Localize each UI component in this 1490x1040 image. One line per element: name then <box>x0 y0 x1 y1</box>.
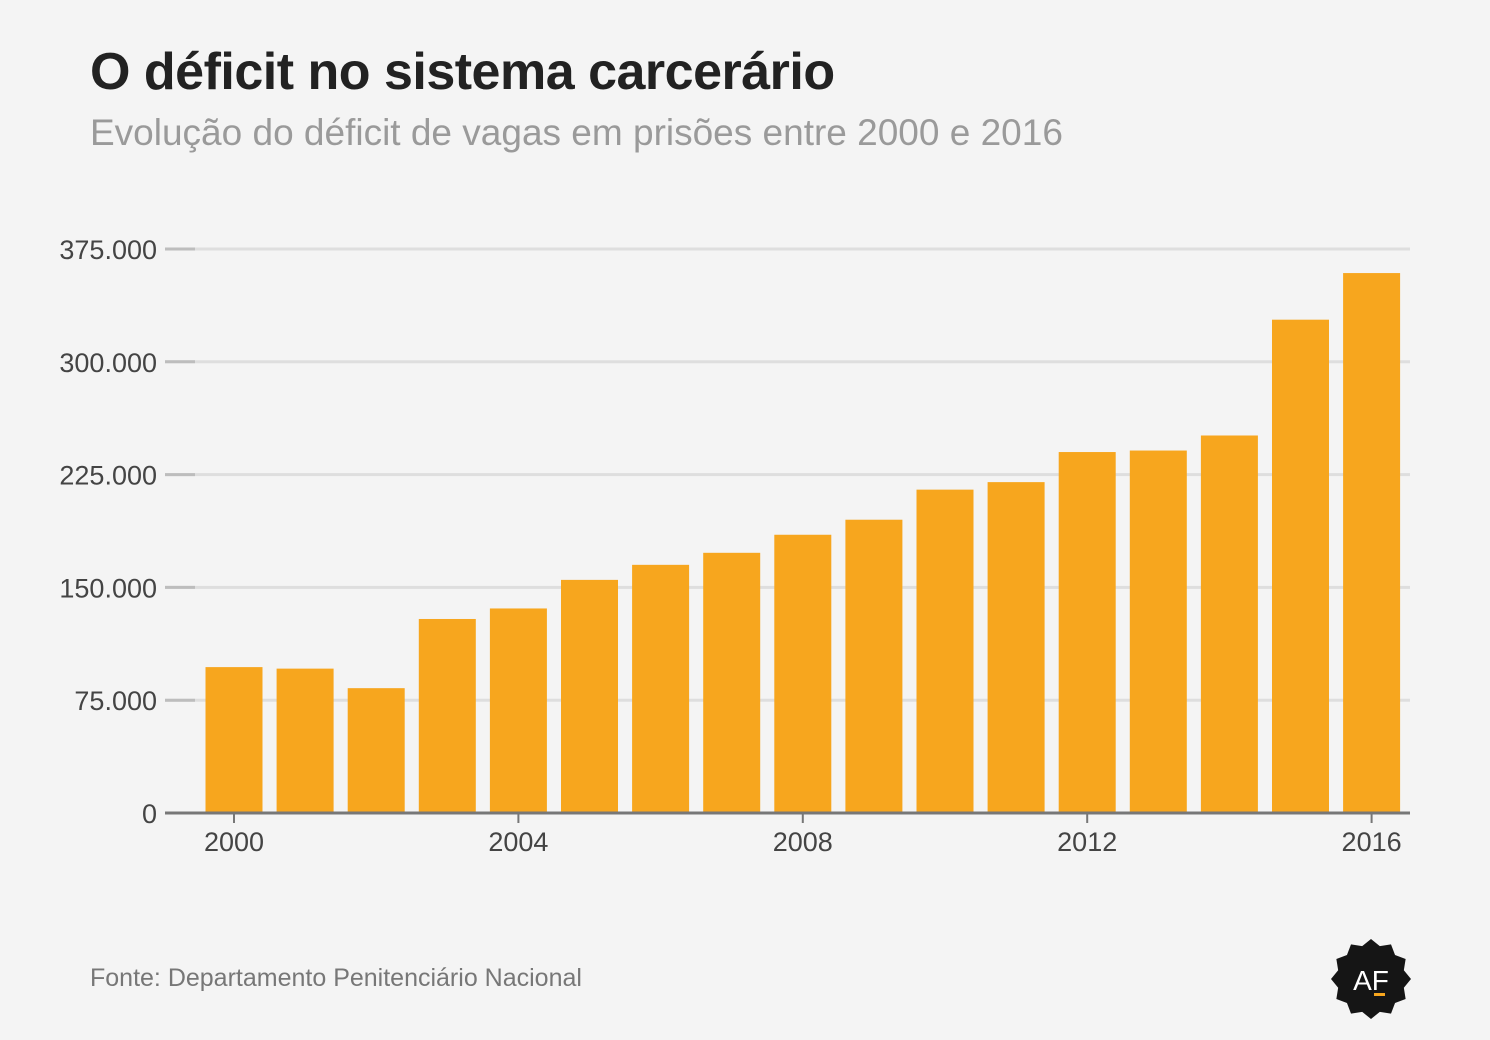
y-tick-label: 150.000 <box>59 573 157 603</box>
bar-2001 <box>276 668 334 813</box>
bar-2002 <box>347 688 405 813</box>
bar-2003 <box>418 618 476 813</box>
x-tick-label: 2008 <box>773 827 833 857</box>
bar-2004 <box>489 608 547 813</box>
y-tick-label: 0 <box>142 799 157 829</box>
bar-2012 <box>1058 452 1116 813</box>
bar-2005 <box>561 579 618 813</box>
bar-2007 <box>703 552 761 813</box>
bar-chart: 0 75.000 150.000 225.000 300.000 375.000 2000 2… <box>59 235 1410 857</box>
y-tick-label: 300.000 <box>59 348 157 378</box>
bar-2010 <box>916 489 974 813</box>
bar-2009 <box>845 519 903 813</box>
source-note: Fonte: Departamento Penitenciário Nacion… <box>90 964 582 992</box>
bar-2008 <box>774 534 832 813</box>
bar-2016 <box>1343 273 1401 814</box>
af-seal-logo: AF <box>1331 939 1411 1019</box>
bar-2006 <box>632 564 690 813</box>
x-tick-label: 2000 <box>204 827 264 857</box>
bar-2011 <box>987 482 1045 813</box>
x-tick-label: 2012 <box>1057 827 1117 857</box>
chart-subtitle: Evolução do déficit de vagas em prisões … <box>90 112 1063 153</box>
svg-text:AF: AF <box>1353 965 1389 996</box>
chart-title: O déficit no sistema carcerário <box>90 43 835 101</box>
x-tick-label: 2004 <box>488 827 548 857</box>
bar-2014 <box>1200 435 1258 813</box>
axes: 0 75.000 150.000 225.000 300.000 375.000 2000 2… <box>59 235 1410 857</box>
bars <box>205 273 1401 814</box>
bar-2015 <box>1272 319 1329 813</box>
bar-2000 <box>205 667 263 813</box>
y-tick-label: 75.000 <box>74 686 157 716</box>
y-tick-label: 225.000 <box>59 461 157 491</box>
x-tick-label: 2016 <box>1342 827 1402 857</box>
y-tick-label: 375.000 <box>59 235 157 265</box>
bar-2013 <box>1129 450 1187 813</box>
